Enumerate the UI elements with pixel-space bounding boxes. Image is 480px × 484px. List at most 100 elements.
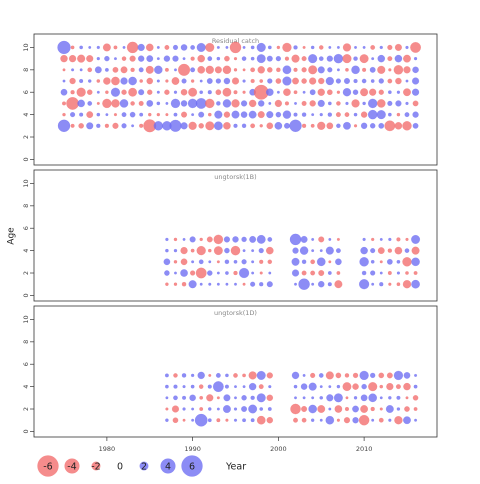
- data-point: [327, 282, 332, 287]
- data-point: [387, 100, 393, 106]
- data-point: [242, 79, 246, 83]
- data-point: [102, 98, 112, 109]
- data-point: [289, 119, 302, 133]
- data-point: [395, 77, 402, 85]
- data-point: [396, 90, 401, 94]
- data-point: [301, 100, 307, 106]
- data-point: [388, 282, 392, 286]
- data-point: [336, 68, 340, 72]
- data-point: [265, 88, 274, 97]
- data-point: [325, 415, 335, 425]
- data-point: [395, 384, 401, 390]
- data-point: [164, 270, 170, 276]
- data-point: [213, 246, 223, 256]
- data-point: [208, 260, 212, 264]
- data-point: [411, 257, 420, 267]
- data-point: [317, 280, 325, 288]
- y-axis-label: Age: [7, 227, 17, 245]
- data-point: [216, 260, 220, 264]
- data-point: [335, 248, 341, 254]
- data-point: [368, 393, 378, 403]
- data-point: [242, 418, 247, 423]
- data-point: [328, 407, 332, 411]
- data-point: [345, 67, 349, 72]
- data-point: [190, 67, 196, 73]
- legend-symbol: [181, 455, 203, 477]
- data-point: [104, 55, 110, 62]
- data-point: [317, 405, 326, 413]
- data-point: [215, 78, 222, 84]
- data-point: [198, 384, 204, 389]
- data-point: [105, 90, 109, 95]
- data-point: [76, 87, 86, 97]
- data-point: [352, 405, 359, 413]
- data-point: [351, 65, 360, 75]
- data-point: [353, 56, 358, 61]
- data-point: [139, 79, 143, 83]
- data-point: [294, 396, 298, 400]
- data-point: [311, 237, 315, 241]
- data-point: [241, 236, 247, 243]
- data-point: [402, 257, 412, 267]
- data-point: [345, 101, 349, 106]
- data-point: [86, 89, 93, 96]
- data-point: [223, 236, 231, 243]
- data-point: [403, 54, 411, 63]
- data-point: [413, 384, 418, 389]
- data-point: [387, 270, 392, 276]
- data-point: [207, 112, 212, 117]
- data-point: [191, 260, 195, 264]
- data-point: [299, 246, 309, 255]
- data-point: [342, 382, 352, 392]
- data-point: [318, 56, 324, 61]
- data-point: [301, 123, 307, 128]
- data-point: [165, 101, 169, 105]
- data-point: [301, 417, 307, 423]
- data-point: [112, 122, 119, 129]
- data-point: [394, 43, 402, 51]
- data-point: [199, 79, 203, 83]
- data-point: [343, 77, 351, 85]
- data-point: [208, 282, 212, 286]
- data-point: [250, 395, 255, 401]
- data-point: [360, 111, 368, 118]
- data-point: [411, 77, 420, 85]
- data-point: [311, 249, 315, 253]
- data-point: [333, 53, 344, 64]
- data-point: [233, 407, 238, 411]
- data-point: [336, 123, 341, 129]
- data-point: [293, 417, 299, 423]
- data-point: [293, 67, 298, 72]
- data-point: [156, 45, 160, 49]
- data-point: [242, 45, 246, 49]
- data-point: [165, 396, 169, 400]
- data-point: [266, 55, 273, 62]
- data-point: [165, 407, 169, 411]
- data-point: [352, 417, 359, 424]
- data-point: [370, 372, 376, 379]
- data-point: [206, 236, 213, 243]
- data-point: [216, 396, 220, 400]
- x-axis-label: Year: [225, 462, 246, 473]
- data-point: [319, 249, 323, 253]
- data-point: [257, 111, 265, 119]
- data-point: [77, 99, 85, 108]
- data-point: [199, 282, 203, 286]
- data-point: [370, 79, 375, 83]
- data-point: [404, 406, 410, 412]
- data-point: [103, 77, 111, 85]
- data-point: [79, 112, 84, 117]
- data-point: [241, 406, 248, 412]
- data-point: [405, 79, 409, 83]
- data-point: [205, 42, 215, 52]
- data-point: [378, 89, 384, 95]
- data-point: [411, 88, 420, 96]
- data-point: [122, 45, 126, 49]
- data-point: [208, 373, 212, 377]
- legend-symbol: [37, 455, 59, 477]
- data-point: [325, 76, 334, 86]
- data-point: [402, 280, 412, 289]
- y-tick-label: 2: [22, 135, 30, 139]
- data-point: [121, 89, 127, 95]
- data-point: [290, 403, 301, 415]
